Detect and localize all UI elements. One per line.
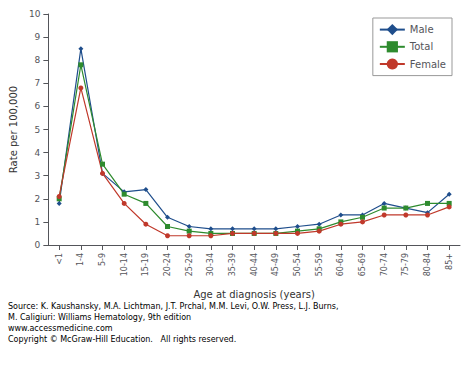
svg-text:0: 0 (35, 240, 41, 250)
svg-text:65-69: 65-69 (358, 253, 367, 276)
svg-text:Male: Male (410, 24, 434, 35)
svg-text:Rate per 100,000: Rate per 100,000 (8, 86, 19, 173)
svg-text:Age at diagnosis (years): Age at diagnosis (years) (193, 289, 315, 300)
svg-text:5-9: 5-9 (98, 253, 107, 266)
svg-text:Total: Total (409, 41, 433, 52)
svg-text:www.accessmedicine.com: www.accessmedicine.com (8, 324, 113, 333)
svg-text:10: 10 (29, 9, 41, 19)
svg-text:M. Caligiuri: Williams Hematol: M. Caligiuri: Williams Hematology, 9th e… (8, 313, 191, 322)
svg-text:30-34: 30-34 (206, 253, 215, 276)
svg-text:1-4: 1-4 (76, 253, 85, 266)
svg-text:45-49: 45-49 (271, 253, 280, 276)
svg-text:50-54: 50-54 (293, 253, 302, 276)
svg-text:Source: K. Kaushansky, M.A. Li: Source: K. Kaushansky, M.A. Lichtman, J.… (8, 302, 338, 311)
svg-text:85+: 85+ (445, 253, 454, 270)
svg-text:3: 3 (35, 171, 41, 181)
svg-text:Copyright © McGraw-Hill Educat: Copyright © McGraw-Hill Education. All r… (8, 335, 236, 344)
svg-text:2: 2 (35, 194, 41, 204)
svg-text:4: 4 (35, 148, 41, 158)
svg-text:55-59: 55-59 (315, 253, 324, 276)
svg-text:25-29: 25-29 (185, 253, 194, 276)
svg-text:9: 9 (35, 32, 41, 42)
svg-text:8: 8 (35, 55, 41, 65)
svg-text:35-39: 35-39 (228, 253, 237, 276)
svg-text:15-19: 15-19 (141, 253, 150, 276)
svg-text:5: 5 (35, 125, 41, 135)
svg-text:20-24: 20-24 (163, 253, 172, 276)
svg-text:10-14: 10-14 (120, 253, 129, 276)
svg-text:80-84: 80-84 (423, 253, 432, 276)
svg-text:1: 1 (35, 217, 41, 227)
svg-text:<1: <1 (55, 253, 64, 265)
svg-text:Female: Female (410, 59, 446, 70)
svg-text:60-64: 60-64 (336, 253, 345, 276)
svg-text:6: 6 (35, 101, 41, 111)
svg-text:75-79: 75-79 (401, 253, 410, 276)
svg-text:40-44: 40-44 (250, 253, 259, 276)
svg-text:70-74: 70-74 (380, 253, 389, 276)
svg-text:7: 7 (35, 78, 41, 88)
